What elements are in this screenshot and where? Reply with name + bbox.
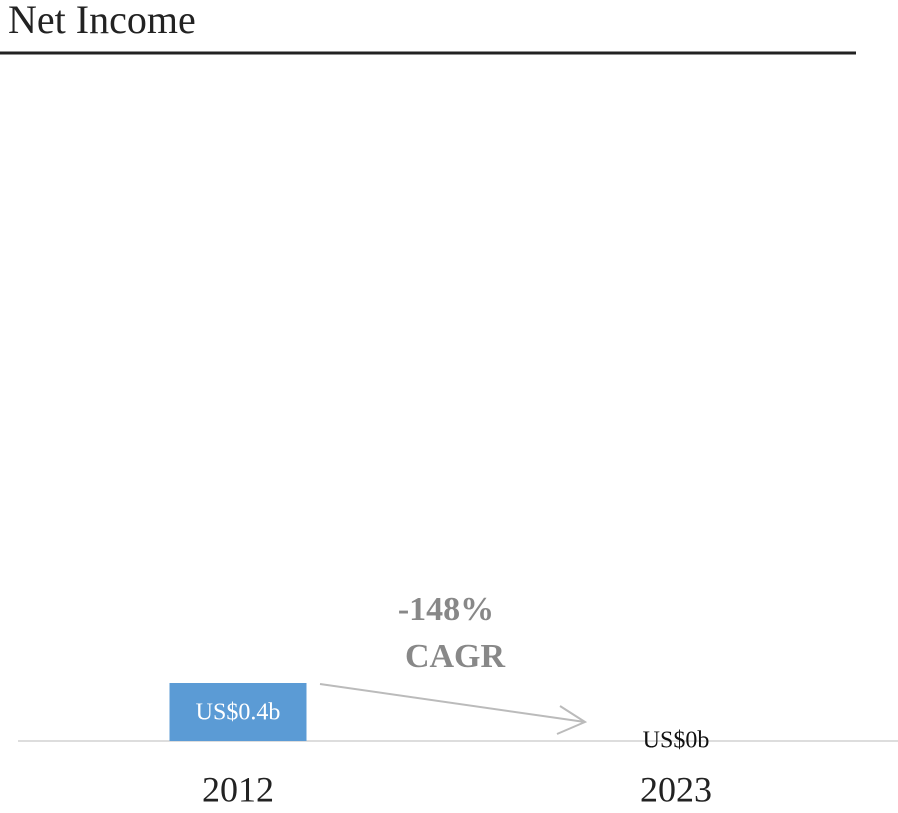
value-label: US$0.4b: [196, 700, 281, 726]
bar: [169, 683, 307, 741]
cagr-label: CAGR: [405, 638, 506, 675]
cagr-arrow: [319, 683, 588, 735]
chart-title: Net Income: [8, 0, 196, 42]
cagr-value: -148%: [398, 591, 494, 628]
x-tick-label: 2023: [640, 769, 712, 809]
x-tick-label: 2012: [202, 769, 274, 809]
value-label: US$0b: [643, 728, 710, 754]
